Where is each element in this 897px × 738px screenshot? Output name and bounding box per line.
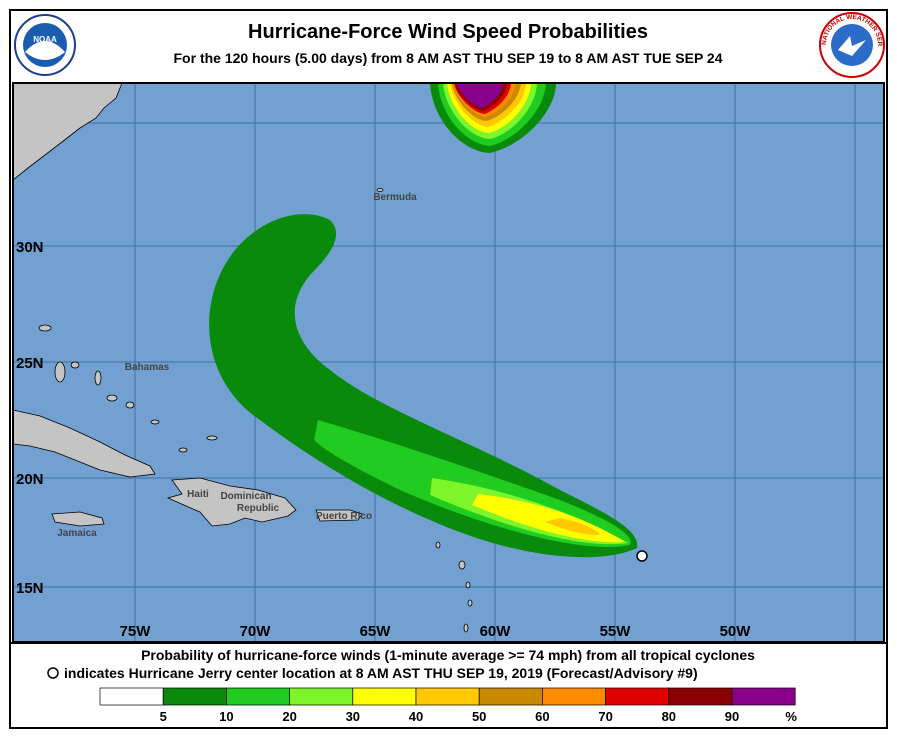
lon-label: 60W — [480, 623, 512, 640]
place-label: Republic — [237, 503, 280, 514]
noaa-text: NOAA — [33, 35, 57, 44]
swath-contour — [545, 518, 600, 535]
lat-label: 25N — [16, 355, 44, 372]
legend-label: 30 — [346, 709, 360, 724]
legend-swatch — [162, 687, 227, 706]
legend-swatch — [289, 687, 354, 706]
place-label: Dominican — [220, 491, 271, 502]
place-label: Jamaica — [57, 528, 97, 539]
legend-label: 80 — [662, 709, 676, 724]
legend-swatch — [226, 687, 290, 706]
place-label: Puerto Rico — [316, 511, 372, 522]
probability-swath — [209, 83, 638, 558]
legend: 5 10 20 30 40 50 60 70 80 90% — [99, 687, 797, 724]
swath-contour — [457, 83, 503, 108]
coordinate-labels: 30N 25N 20N 15N 75W 70W 65W 60W 55W 50W — [16, 239, 751, 640]
title: Hurricane-Force Wind Speed Probabilities — [248, 21, 648, 43]
legend-label: 40 — [409, 709, 423, 724]
lat-label: 15N — [16, 580, 44, 597]
center-icon — [47, 667, 59, 679]
legend-swatch — [731, 687, 796, 706]
legend-label: 50 — [472, 709, 486, 724]
legend-swatch — [668, 687, 733, 706]
legend-swatch — [478, 687, 543, 706]
lon-label: 75W — [120, 623, 152, 640]
footer-line1: Probability of hurricane-force winds (1-… — [141, 647, 755, 663]
legend-swatch — [99, 687, 164, 706]
place-label: Bahamas — [125, 362, 170, 373]
legend-label: 60 — [535, 709, 549, 724]
legend-swatch — [352, 687, 417, 706]
noaa-logo: NOAA — [14, 14, 76, 76]
place-label: Bermuda — [373, 192, 417, 203]
land — [13, 83, 473, 633]
legend-label: 10 — [219, 709, 233, 724]
lat-label: 30N — [16, 239, 44, 256]
legend-swatch — [415, 687, 480, 706]
place-label: Haiti — [187, 489, 209, 500]
lon-label: 70W — [240, 623, 272, 640]
legend-label: 5 — [160, 709, 167, 724]
legend-label: 70 — [598, 709, 612, 724]
lon-label: 65W — [360, 623, 392, 640]
legend-label: 20 — [282, 709, 296, 724]
legend-swatch — [542, 687, 606, 706]
subtitle: For the 120 hours (5.00 days) from 8 AM … — [174, 50, 723, 66]
footer-line2: indicates Hurricane Jerry center locatio… — [64, 665, 698, 681]
lat-label: 20N — [16, 471, 44, 488]
storm-center — [636, 550, 648, 562]
lon-label: 55W — [600, 623, 632, 640]
legend-label: 90 — [725, 709, 739, 724]
lon-label: 50W — [720, 623, 752, 640]
legend-unit: % — [785, 709, 797, 724]
legend-swatch — [605, 687, 670, 706]
